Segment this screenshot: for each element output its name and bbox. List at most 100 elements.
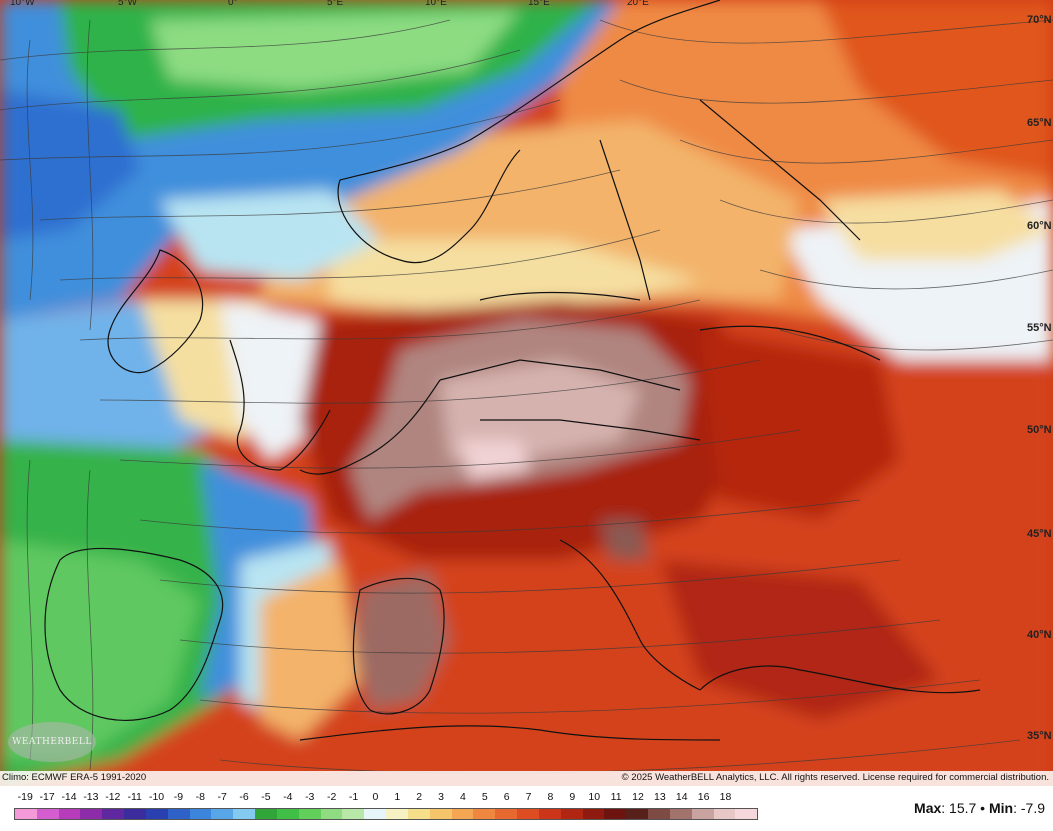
legend-label: -7 [217, 791, 227, 803]
legend-swatch [80, 809, 103, 819]
legend-label: 8 [547, 791, 554, 803]
lat-label-65n: 65°N [1027, 117, 1052, 129]
legend-swatch [604, 809, 627, 819]
legend-label: 4 [459, 791, 466, 803]
legend-swatch [407, 809, 430, 819]
legend-swatch [298, 809, 321, 819]
legend-label: 10 [588, 791, 601, 803]
legend-swatch [36, 809, 59, 819]
legend-swatch [735, 809, 758, 819]
legend-swatch [58, 809, 81, 819]
legend-label: 18 [719, 791, 732, 803]
lat-label-45n: 45°N [1027, 528, 1052, 540]
temperature-anomaly-map[interactable]: 70°N 65°N 60°N 55°N 50°N 45°N 40°N 35°N … [0, 0, 1053, 786]
legend-label: 0 [372, 791, 379, 803]
min-label: Min [988, 800, 1014, 816]
lat-label-50n: 50°N [1027, 424, 1052, 436]
coastlines [44, 0, 981, 741]
legend-swatch [386, 809, 408, 819]
legend-swatch [560, 809, 583, 819]
legend-swatch [473, 809, 496, 819]
legend-swatch [713, 809, 736, 819]
legend-swatch [626, 809, 649, 819]
legend-label: -9 [173, 791, 184, 803]
legend-labels: -19 -17 -14 -13 -12 -11 -10 -9 -8 -7 -6 -5 -4 -3 -2 -1 0… [0, 789, 780, 805]
lon-label-20e: 20°E [627, 0, 649, 8]
legend-swatch [320, 809, 343, 819]
min-value: : -7.9 [1013, 800, 1045, 816]
copyright-notice: © 2025 WeatherBELL Analytics, LLC. All r… [621, 772, 1049, 783]
max-value: : 15.7 [941, 800, 977, 816]
legend-label: 14 [675, 791, 688, 803]
lon-label-10e: 10°E [425, 0, 447, 8]
legend-label: 16 [697, 791, 710, 803]
legend-swatch [124, 809, 146, 819]
legend-swatch [276, 809, 299, 819]
lon-label-15e: 15°E [528, 0, 550, 8]
legend-label: -2 [326, 791, 337, 803]
legend-swatch [255, 809, 277, 819]
legend-label: -5 [261, 791, 271, 803]
anomaly-field [0, 0, 1053, 786]
max-min-stats: Max: 15.7 • Min: -7.9 [914, 800, 1045, 816]
legend-swatch [451, 809, 474, 819]
map-canvas [0, 0, 1053, 786]
lat-label-40n: 40°N [1027, 629, 1052, 641]
lat-label-35n: 35°N [1027, 730, 1052, 742]
legend-label: -13 [83, 791, 99, 803]
legend-swatch [189, 809, 212, 819]
map-footer: Climo: ECMWF ERA-5 1991-2020 © 2025 Weat… [0, 771, 1053, 786]
legend-label: -1 [348, 791, 359, 803]
climo-source: Climo: ECMWF ERA-5 1991-2020 [2, 772, 147, 783]
legend-label: -19 [17, 791, 33, 803]
legend-label: 6 [503, 791, 510, 803]
legend-label: 13 [654, 791, 666, 803]
legend-swatch [648, 809, 670, 819]
legend-label: -3 [305, 791, 315, 803]
legend-label: -10 [148, 791, 165, 803]
lon-label-5e: 5°E [327, 0, 344, 8]
legend-swatch [15, 809, 37, 819]
legend-label: -12 [105, 791, 121, 803]
legend-label: -8 [195, 791, 205, 803]
lat-label-70n: 70°N [1027, 14, 1052, 26]
legend-swatch [364, 809, 387, 819]
legend-label: 3 [438, 791, 444, 803]
lat-label-55n: 55°N [1027, 322, 1052, 334]
max-label: Max [914, 800, 942, 816]
lon-label-10w: 10°W [10, 0, 35, 8]
legend-swatch [517, 809, 539, 819]
wind-streamlines [0, 19, 1053, 774]
legend-swatch [167, 809, 190, 819]
weatherbell-logo: WEATHERBELL [8, 722, 96, 762]
legend-swatch [691, 809, 714, 819]
legend-swatch [342, 809, 365, 819]
legend-label: -4 [283, 791, 293, 803]
legend-swatch [429, 809, 452, 819]
legend-swatch [669, 809, 692, 819]
legend-swatch [211, 809, 234, 819]
legend-label: 1 [394, 791, 401, 803]
legend-label: 5 [481, 791, 488, 803]
legend-label: -11 [127, 791, 142, 803]
legend-label: 9 [569, 791, 576, 803]
color-legend: -19 -17 -14 -13 -12 -11 -10 -9 -8 -7 -6 -5 -4 -3 -2 -1 0… [0, 789, 780, 831]
legend-label: 2 [416, 791, 423, 803]
stats-separator: • [976, 800, 989, 816]
legend-colorbar [14, 808, 758, 820]
lon-label-0: 0° [228, 0, 238, 8]
legend-swatch [233, 809, 256, 819]
legend-label: 7 [525, 791, 532, 803]
legend-swatch [538, 809, 561, 819]
legend-label: -17 [39, 791, 55, 803]
legend-swatch [495, 809, 518, 819]
legend-swatch [582, 809, 605, 819]
lon-label-5w: 5°W [118, 0, 137, 8]
legend-label: 12 [632, 791, 644, 803]
legend-label: -6 [239, 791, 249, 803]
legend-swatch [102, 809, 125, 819]
lat-label-60n: 60°N [1027, 220, 1052, 232]
legend-label: -14 [61, 791, 77, 803]
legend-label: 11 [610, 791, 622, 803]
